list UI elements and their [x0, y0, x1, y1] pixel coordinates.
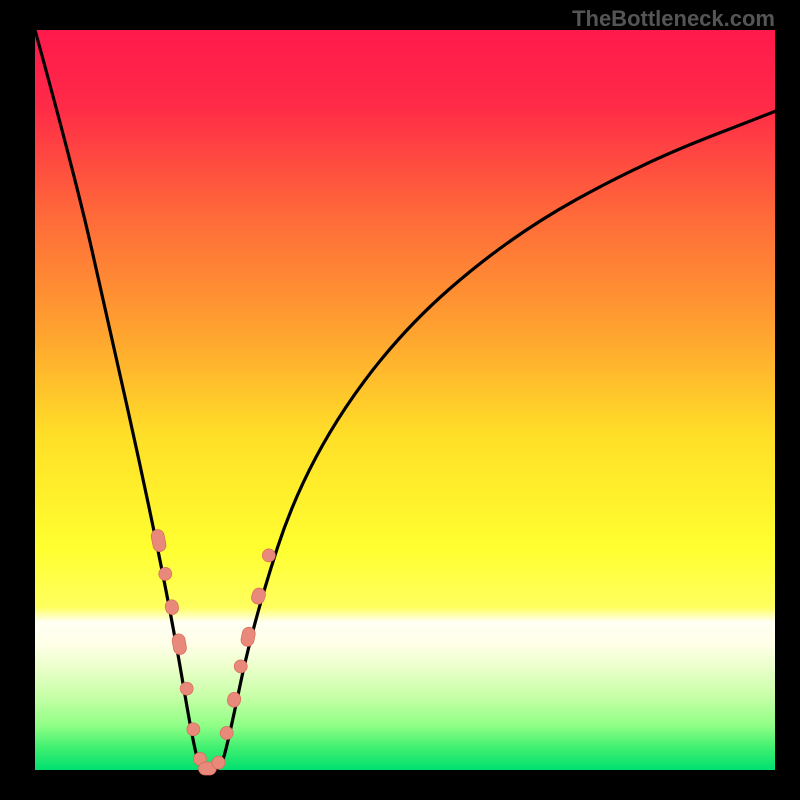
bottleneck-chart: TheBottleneck.com	[0, 0, 800, 800]
curve-marker	[240, 626, 257, 647]
curve-marker	[171, 633, 187, 656]
curve-marker	[186, 722, 201, 737]
curve-marker	[150, 528, 167, 552]
curve-layer	[0, 0, 800, 800]
curve-marker	[158, 566, 173, 581]
bottleneck-curve	[35, 30, 775, 770]
watermark-text: TheBottleneck.com	[572, 6, 775, 32]
curve-marker	[212, 756, 225, 769]
curve-marker	[164, 599, 180, 616]
